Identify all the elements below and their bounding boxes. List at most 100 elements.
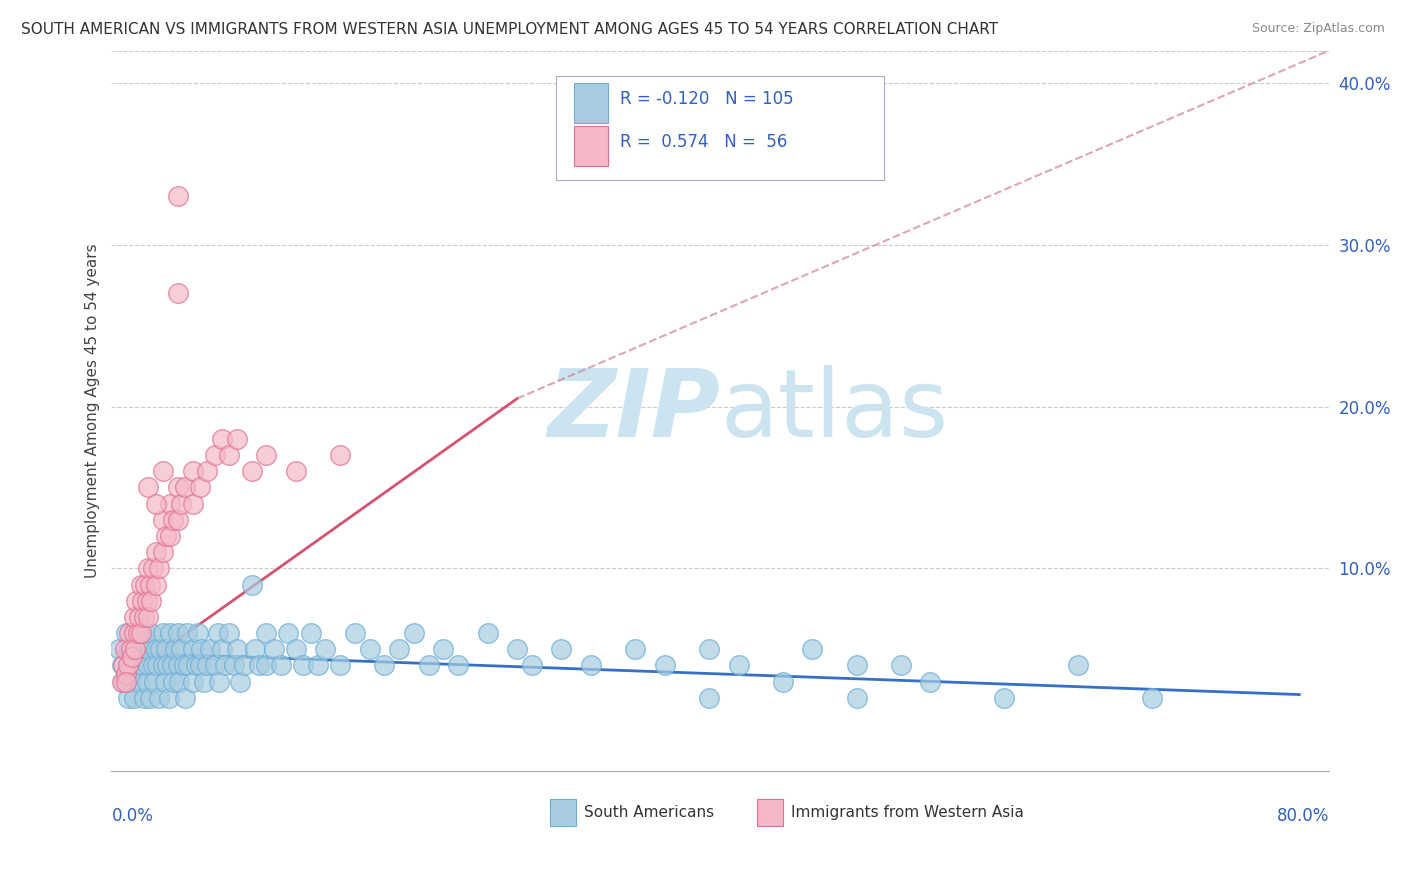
Point [1067, 658, 1090, 673]
Bar [550, 798, 576, 826]
Text: atlas: atlas [720, 365, 948, 457]
Point [129, 642, 152, 657]
Point [207, 626, 229, 640]
Point [166, 658, 188, 673]
Point [122, 690, 145, 705]
Point [136, 610, 159, 624]
Point [181, 642, 204, 657]
Point [284, 464, 307, 478]
Point [163, 642, 186, 657]
Point [121, 658, 143, 673]
Point [225, 642, 247, 657]
Point [170, 642, 193, 657]
Point [145, 545, 167, 559]
Point [477, 626, 499, 640]
Point [359, 642, 381, 657]
Point [204, 448, 226, 462]
Point [125, 593, 148, 607]
Point [156, 658, 179, 673]
Point [176, 626, 198, 640]
Point [993, 690, 1015, 705]
Point [247, 658, 270, 673]
Point [136, 481, 159, 495]
Point [166, 189, 188, 203]
Point [142, 561, 165, 575]
Point [149, 642, 172, 657]
Point [134, 626, 156, 640]
Text: R = -0.120   N = 105: R = -0.120 N = 105 [620, 90, 794, 108]
Point [125, 658, 148, 673]
Point [166, 481, 188, 495]
Text: Immigrants from Western Asia: Immigrants from Western Asia [790, 805, 1024, 820]
Text: 0.0%: 0.0% [111, 806, 153, 824]
Point [155, 642, 177, 657]
Point [142, 658, 165, 673]
Point [112, 674, 135, 689]
Point [111, 658, 134, 673]
Point [122, 610, 145, 624]
Point [152, 658, 174, 673]
Bar [756, 798, 783, 826]
Point [184, 658, 207, 673]
Point [254, 626, 277, 640]
Point [141, 626, 163, 640]
Point [129, 626, 152, 640]
Point [162, 674, 184, 689]
Point [112, 658, 135, 673]
Point [166, 513, 188, 527]
Point [153, 674, 176, 689]
Point [292, 658, 315, 673]
Text: Source: ZipAtlas.com: Source: ZipAtlas.com [1251, 22, 1385, 36]
Point [697, 690, 720, 705]
Point [152, 513, 174, 527]
Point [115, 666, 138, 681]
Point [314, 642, 336, 657]
Point [263, 642, 285, 657]
Text: ZIP: ZIP [547, 365, 720, 457]
Point [135, 674, 157, 689]
Point [136, 642, 159, 657]
Point [654, 658, 676, 673]
Point [181, 464, 204, 478]
Point [152, 464, 174, 478]
Point [128, 610, 150, 624]
Point [118, 642, 141, 657]
Point [211, 642, 233, 657]
Point [520, 658, 543, 673]
Point [920, 674, 942, 689]
Point [159, 497, 181, 511]
Point [115, 626, 138, 640]
Point [200, 642, 222, 657]
Point [128, 674, 150, 689]
Point [329, 658, 352, 673]
Point [146, 658, 169, 673]
Point [270, 658, 292, 673]
Point [277, 626, 299, 640]
Point [211, 432, 233, 446]
Point [122, 626, 145, 640]
Point [188, 481, 211, 495]
Point [132, 690, 155, 705]
Point [127, 626, 149, 640]
Point [233, 658, 256, 673]
Point [159, 529, 181, 543]
Point [550, 642, 572, 657]
Point [188, 658, 211, 673]
Point [307, 658, 329, 673]
Point [697, 642, 720, 657]
Point [187, 626, 209, 640]
Point [148, 690, 170, 705]
Point [115, 674, 138, 689]
Point [131, 658, 153, 673]
Point [145, 497, 167, 511]
Point [162, 513, 184, 527]
Point [131, 593, 153, 607]
Point [218, 626, 240, 640]
Text: South Americans: South Americans [583, 805, 714, 820]
Point [181, 497, 204, 511]
Point [152, 545, 174, 559]
Point [845, 658, 868, 673]
Point [122, 642, 145, 657]
Point [174, 481, 197, 495]
Point [190, 642, 212, 657]
